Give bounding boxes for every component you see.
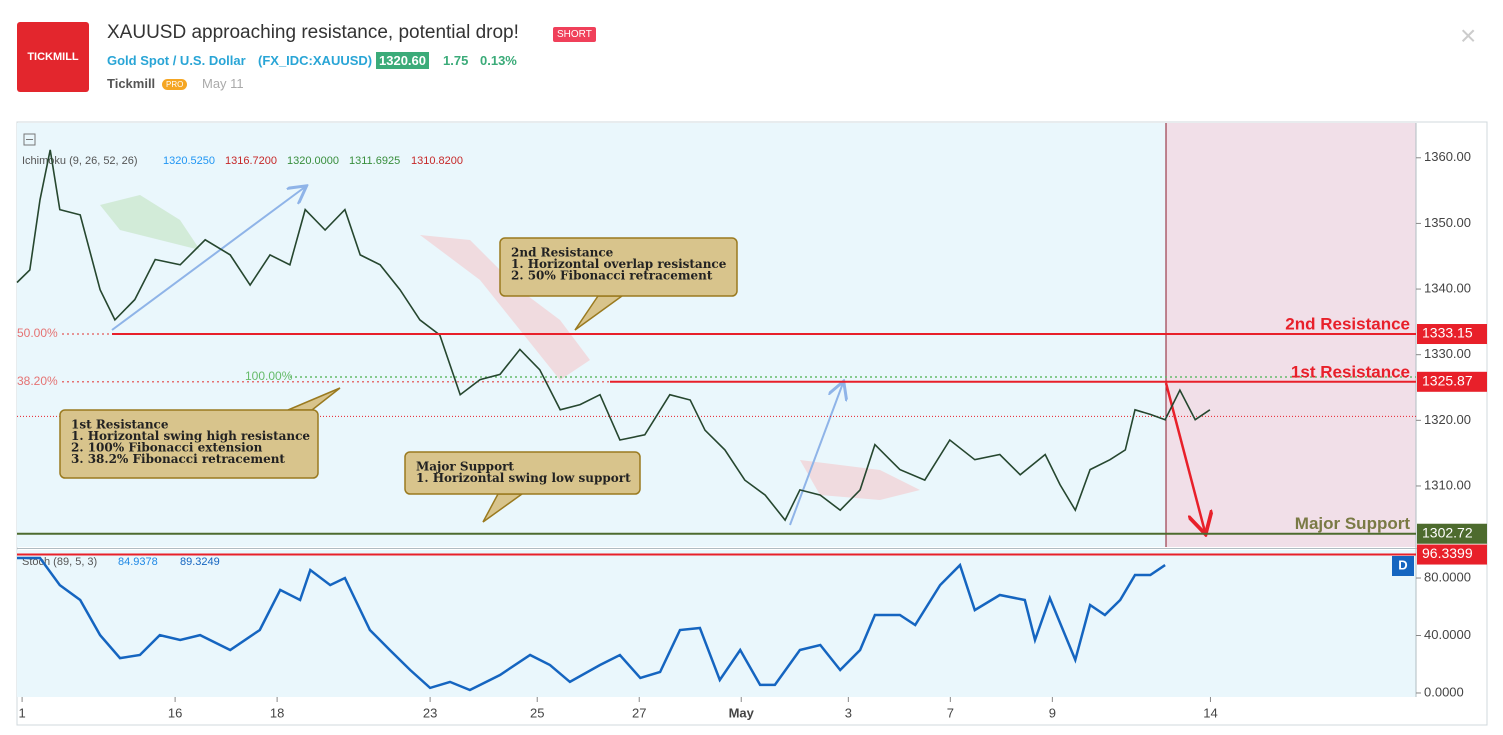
- symbol-name[interactable]: Gold Spot / U.S. Dollar: [107, 53, 246, 68]
- timeframe-label: D: [1398, 557, 1407, 572]
- fib-label: 100.00%: [245, 369, 293, 383]
- logo: TICKMILL: [17, 22, 89, 92]
- x-tick-label: 7: [947, 705, 954, 720]
- pro-badge: PRO: [162, 79, 188, 90]
- price-line: [16, 149, 1211, 522]
- indicator-value: 1320.0000: [287, 155, 339, 167]
- x-tick-label: 25: [530, 705, 544, 720]
- y-tick-label: 1350.00: [1424, 215, 1471, 230]
- indicator-value: 1310.8200: [411, 155, 463, 167]
- x-tick-label: May: [729, 705, 755, 720]
- callout-text: 2nd Resistance: [511, 246, 614, 260]
- projection-arrow: [789, 383, 843, 526]
- close-button[interactable]: ×: [1460, 20, 1477, 51]
- callout-text: 2. 50% Fibonacci retracement: [511, 269, 713, 283]
- fib-label: 50.00%: [17, 326, 58, 340]
- x-tick-label: 3: [845, 705, 852, 720]
- y-tick-label: 40.0000: [1424, 627, 1471, 642]
- y-tick-label: 80.0000: [1424, 569, 1471, 584]
- fib-label: 38.20%: [17, 374, 58, 388]
- collapse-button[interactable]: [23, 133, 36, 146]
- callout-text: 1st Resistance: [71, 418, 169, 432]
- indicator-value: 1320.5250: [163, 155, 215, 167]
- y-tick-label: 1360.00: [1424, 149, 1471, 164]
- indicator-label: Ichimoku (9, 26, 52, 26): [22, 155, 138, 167]
- x-tick-label: 16: [168, 705, 182, 720]
- change: 1.75: [443, 53, 469, 68]
- level-name: Major Support: [1295, 514, 1411, 533]
- stoch-pane: [17, 550, 1416, 697]
- x-tick-label: 9: [1049, 705, 1056, 720]
- x-tick-label: 27: [632, 705, 646, 720]
- level-tag: [1417, 324, 1487, 345]
- level-name: 2nd Resistance: [1285, 314, 1410, 333]
- x-tick-label: 1: [18, 705, 25, 720]
- author[interactable]: Tickmill: [107, 76, 156, 91]
- y-tick-label: 1320.00: [1424, 412, 1471, 427]
- x-tick-label: 14: [1203, 705, 1217, 720]
- callout-text: Major Support: [416, 460, 514, 474]
- level-value: 1302.72: [1422, 524, 1473, 540]
- projection-arrow: [111, 187, 305, 331]
- level-value: 96.3399: [1422, 545, 1473, 561]
- idea-title: XAUUSD approaching resistance, potential…: [107, 22, 519, 43]
- ichimoku-cloud: [800, 460, 920, 500]
- y-tick-label: 1330.00: [1424, 346, 1471, 361]
- callout-text: 1. Horizontal overlap resistance: [511, 257, 727, 271]
- level-tag: [1417, 371, 1487, 392]
- symbol-code[interactable]: (FX_IDC:XAUUSD): [258, 53, 373, 68]
- callout-text: 2. 100% Fibonacci extension: [71, 441, 263, 455]
- level-value: 1325.87: [1422, 373, 1473, 389]
- y-tick-label: 0.0000: [1424, 684, 1464, 699]
- level-tag: [1417, 523, 1487, 544]
- indicator-value: 1316.7200: [225, 155, 277, 167]
- y-tick-label: 1310.00: [1424, 477, 1471, 492]
- timeframe-badge: [1392, 556, 1414, 576]
- x-tick-label: 18: [270, 705, 284, 720]
- callout-box: [59, 409, 319, 479]
- change-pct: 0.13%: [480, 53, 517, 68]
- short-badge: SHORT: [553, 27, 596, 42]
- ichimoku-cloud: [420, 235, 590, 380]
- indicator-value: 1311.6925: [349, 155, 400, 167]
- date: May 11: [202, 76, 244, 91]
- indicator-value: 84.9378: [118, 556, 158, 568]
- drop-arrow: [1164, 382, 1205, 532]
- price: 1320.60: [376, 52, 429, 69]
- callout-box: [404, 451, 641, 495]
- level-tag: [1417, 544, 1487, 565]
- callout-text: 1. Horizontal swing low support: [416, 471, 631, 485]
- callout-text: 1. Horizontal swing high resistance: [71, 429, 310, 443]
- level-value: 1333.15: [1422, 325, 1473, 341]
- price-line: [17, 556, 1166, 692]
- callout-text: 3. 38.2% Fibonacci retracement: [71, 452, 285, 466]
- indicator-value: 89.3249: [180, 556, 220, 568]
- level-name: 1st Resistance: [1291, 362, 1410, 381]
- x-tick-label: 23: [423, 705, 437, 720]
- callout-box: [499, 237, 738, 297]
- y-tick-label: 1340.00: [1424, 280, 1471, 295]
- ichimoku-cloud: [100, 195, 200, 250]
